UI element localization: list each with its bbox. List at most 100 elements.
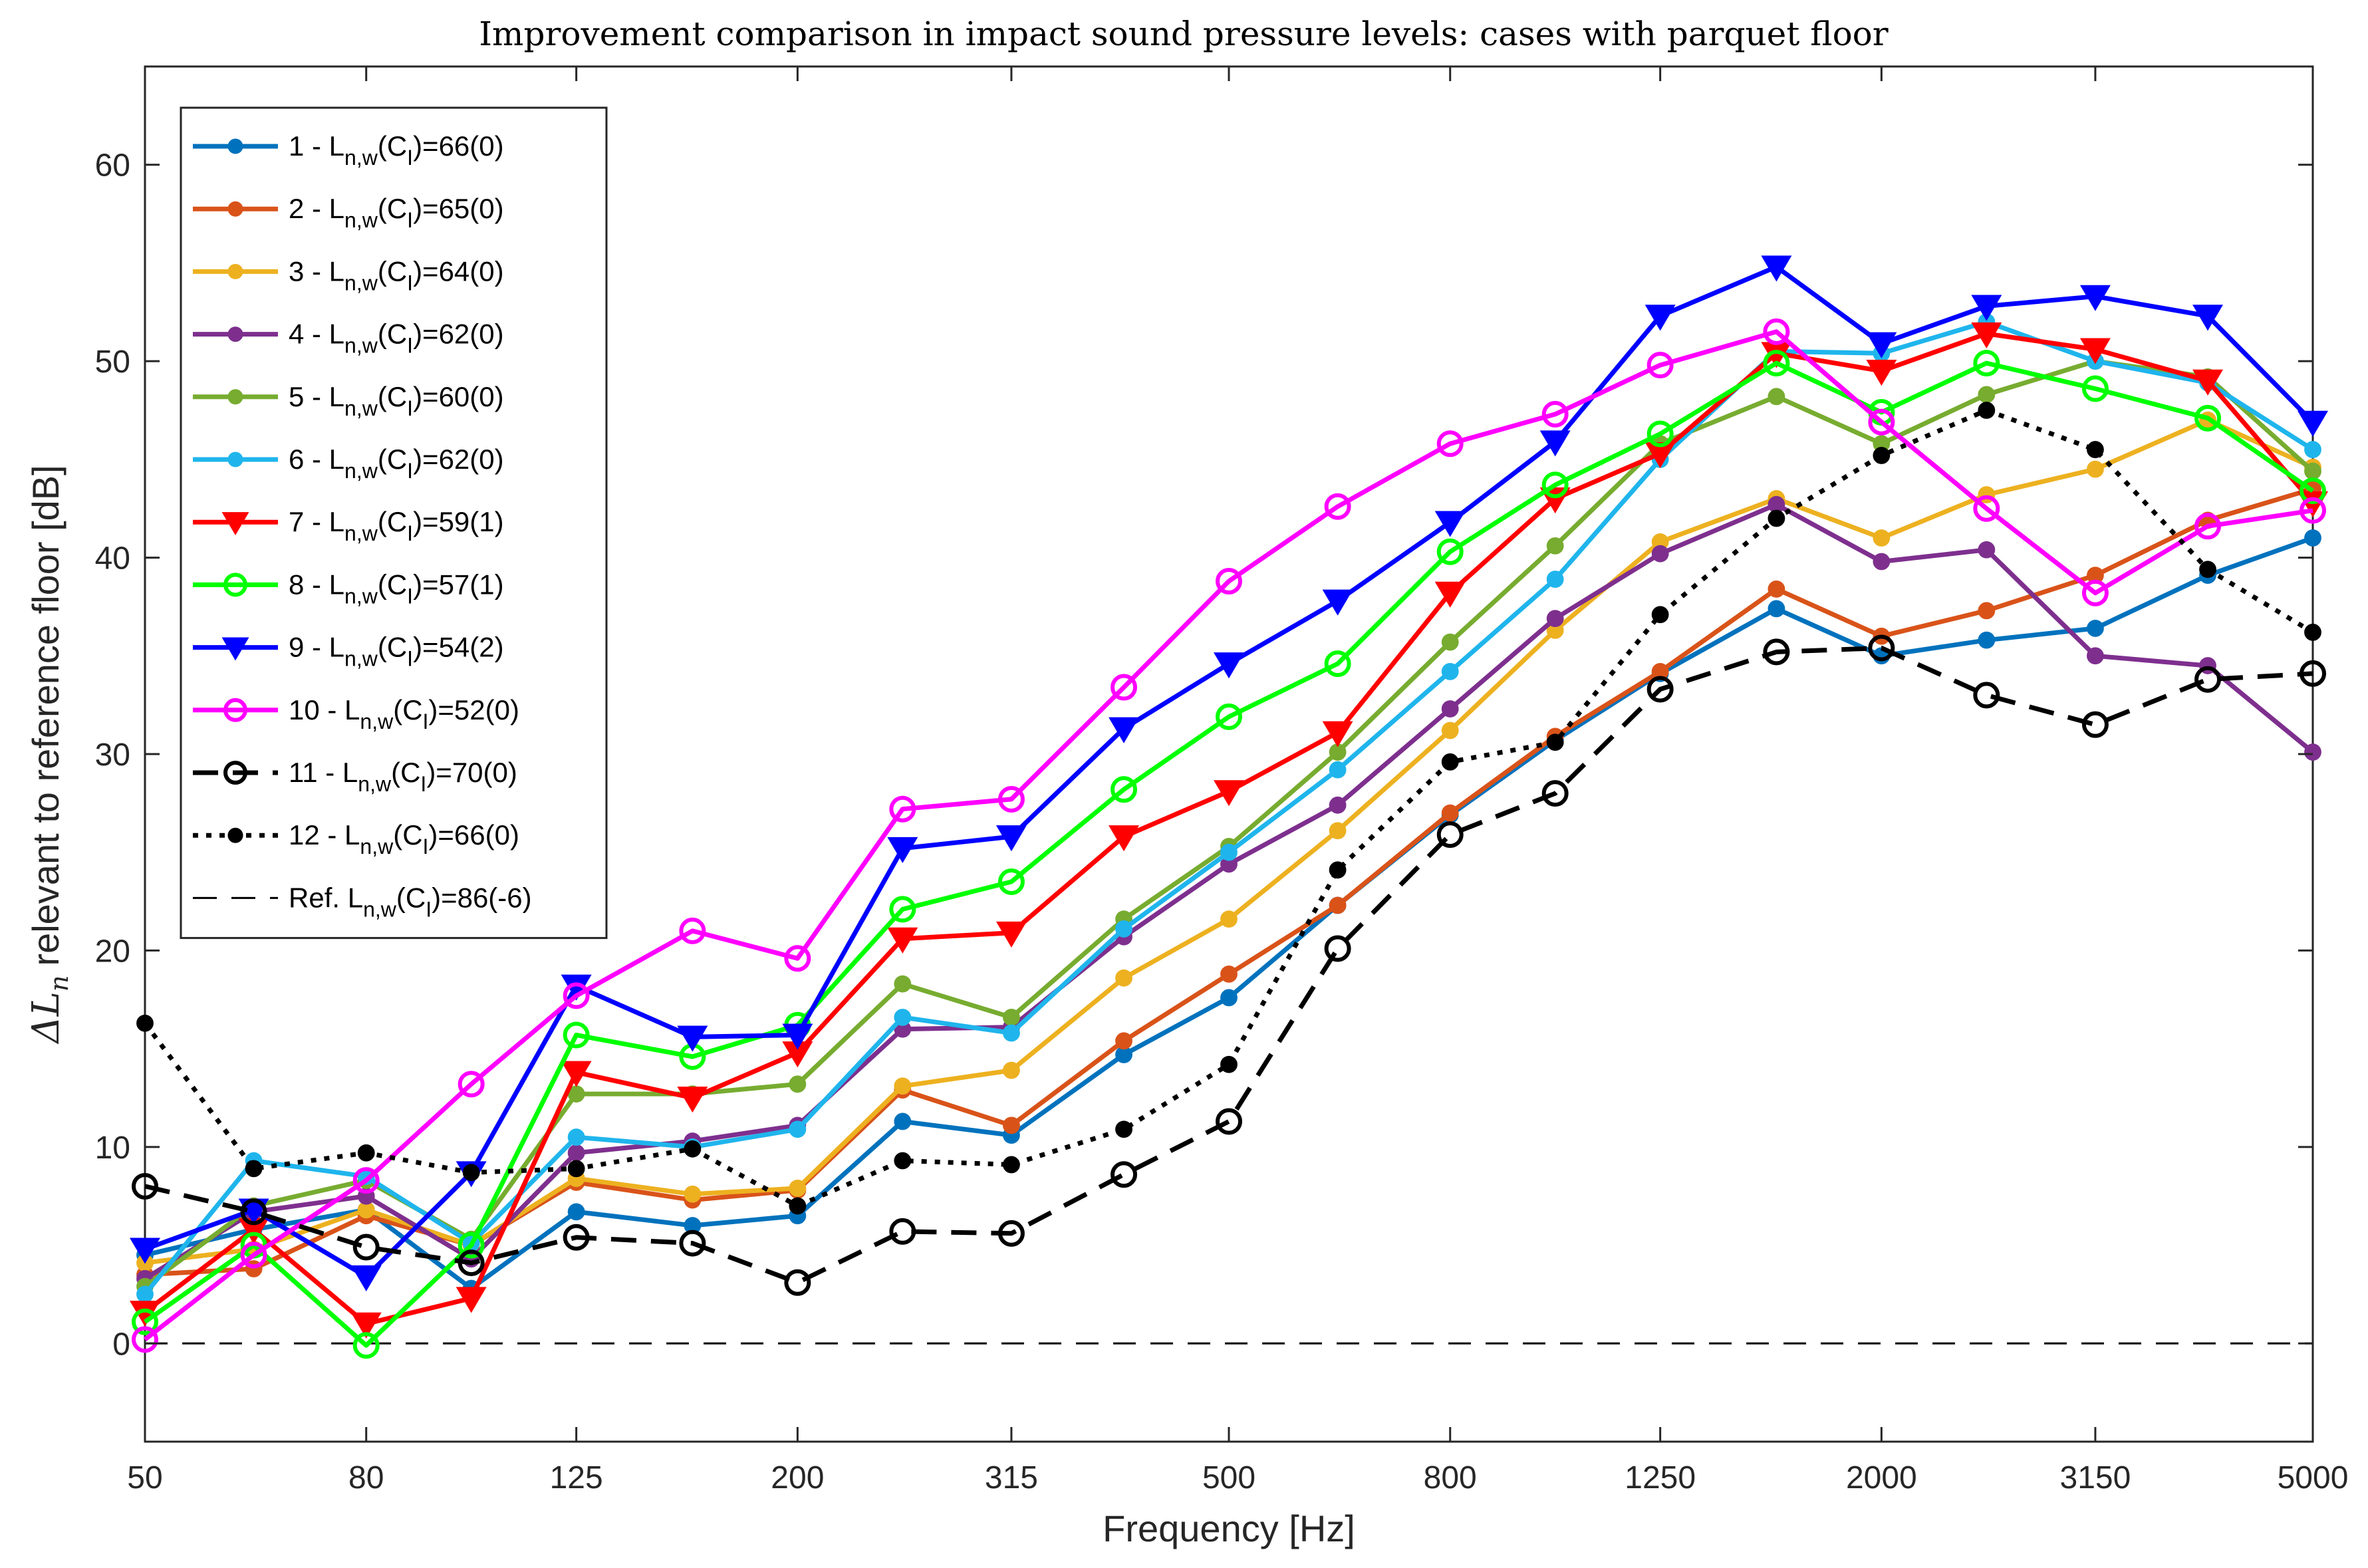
legend-label-part: n,w [344, 146, 378, 170]
data-point [2304, 529, 2321, 547]
legend-label-part: n,w [344, 271, 378, 295]
data-point [1546, 571, 1564, 588]
data-point [889, 795, 916, 823]
data-point [352, 1234, 380, 1261]
x-axis-label: Frequency [Hz] [1103, 1507, 1355, 1549]
legend-entry: Ref. Ln,w(CI)=86(-6) [193, 882, 532, 921]
data-point [894, 1077, 912, 1095]
legend-label-part: 8 - L [289, 569, 344, 600]
data-point [1329, 861, 1347, 879]
data-point [132, 1308, 158, 1335]
legend-label-part: I [407, 647, 413, 671]
legend-label-part: )=64(0) [413, 255, 504, 287]
y-tick-label: 10 [95, 1130, 130, 1166]
x-tick-label: 500 [1202, 1460, 1255, 1496]
x-tick-label: 50 [127, 1460, 162, 1496]
y-tick-label: 60 [95, 148, 130, 184]
y-tick-label: 30 [95, 737, 130, 773]
y-tick-label: 50 [95, 344, 130, 380]
data-point [1761, 255, 1792, 282]
data-point [1973, 495, 2000, 522]
data-point [784, 1269, 811, 1296]
data-point [132, 1326, 158, 1353]
data-point [1220, 965, 1238, 983]
legend-label-part: )=62(0) [413, 319, 504, 350]
legend: 1 - Ln,w(CI)=66(0)2 - Ln,w(CI)=65(0)3 - … [180, 106, 608, 940]
legend-label: 7 - Ln,w(CI)=59(1) [289, 506, 504, 545]
series-line [143, 329, 2313, 1342]
data-point [1546, 733, 1564, 751]
legend-label-part: I [407, 334, 413, 358]
data-point [1651, 606, 1669, 624]
data-point [1973, 350, 2000, 377]
x-tick-label: 1250 [1625, 1460, 1696, 1496]
data-point [789, 1120, 807, 1138]
data-point [223, 698, 247, 722]
y-tick-label: 40 [95, 541, 130, 577]
data-point [350, 1312, 382, 1339]
data-point [350, 1265, 382, 1291]
data-point [1768, 600, 1785, 618]
data-point [458, 1071, 485, 1098]
data-point [456, 1287, 487, 1313]
data-point [563, 982, 590, 1009]
x-tick-label: 125 [550, 1460, 603, 1496]
data-point [567, 1144, 585, 1162]
data-point [458, 1232, 485, 1259]
legend-label: 11 - Ln,w(CI)=70(0) [289, 757, 517, 796]
legend-label-part: (C [378, 193, 407, 224]
data-point [2300, 497, 2326, 524]
data-point [1220, 843, 1238, 861]
data-point [1434, 581, 1466, 608]
data-point [561, 1061, 592, 1087]
data-point [227, 263, 243, 279]
data-point [1111, 674, 1138, 701]
data-point [782, 1023, 813, 1050]
data-point [1866, 332, 1897, 358]
data-point [1111, 1161, 1138, 1188]
legend-label-part: 10 - L [289, 694, 360, 725]
data-point [227, 452, 243, 467]
data-point [1541, 780, 1569, 807]
legend-label-part: 11 - L [289, 757, 358, 788]
data-point [1768, 509, 1785, 527]
legend-label-part: (C [393, 694, 422, 725]
legend-label: 2 - Ln,w(CI)=65(0) [289, 193, 504, 232]
data-point [1216, 703, 1242, 730]
data-point [1324, 650, 1351, 678]
data-point [2298, 410, 2328, 437]
data-point [136, 1014, 154, 1032]
data-point [1220, 910, 1238, 928]
x-tick-label: 2000 [1846, 1460, 1917, 1496]
series-12 [136, 402, 2321, 1215]
data-point [227, 201, 243, 217]
data-point [684, 1185, 702, 1203]
legend-entry: 4 - Ln,w(CI)=62(0) [193, 319, 504, 358]
y-tick-label: 0 [112, 1327, 130, 1362]
legend-label: 4 - Ln,w(CI)=62(0) [289, 319, 504, 358]
data-point [2194, 404, 2222, 432]
data-point [1115, 1120, 1132, 1138]
data-point [889, 896, 916, 923]
chart-title: Improvement comparison in impact sound p… [479, 15, 1889, 53]
legend-label-part: 3 - L [289, 255, 344, 287]
data-point [1115, 1032, 1132, 1050]
data-point [1436, 538, 1464, 565]
data-point [2300, 477, 2326, 505]
data-point [1329, 822, 1347, 840]
data-point [352, 1167, 380, 1194]
data-point [894, 975, 912, 993]
legend-entry: 6 - Ln,w(CI)=62(0) [193, 444, 504, 483]
data-point [789, 1075, 807, 1093]
data-point [2192, 369, 2224, 396]
data-point [221, 512, 249, 535]
legend-label: Ref. Ln,w(CI)=86(-6) [289, 882, 532, 921]
data-point [458, 1249, 485, 1277]
data-point [1763, 318, 1790, 345]
legend-label-part: I [407, 208, 413, 232]
data-point [1971, 322, 2002, 348]
legend-label-part: (C [391, 757, 420, 788]
data-point [1214, 780, 1244, 807]
legend-label-part: (C [378, 632, 407, 663]
